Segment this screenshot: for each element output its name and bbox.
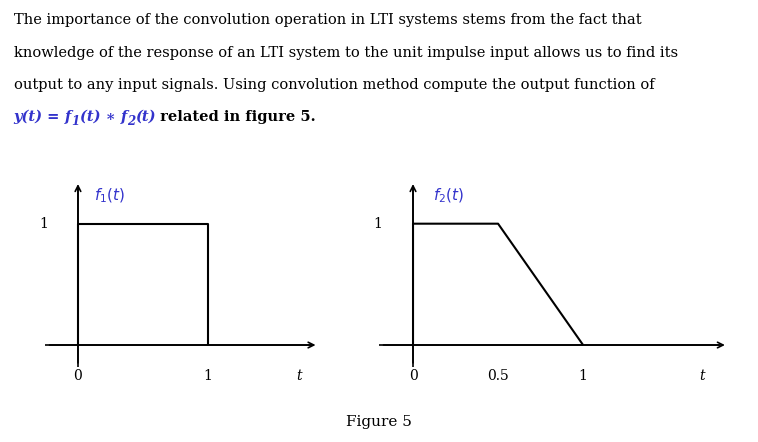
Text: $f_1(t)$: $f_1(t)$ bbox=[93, 186, 124, 205]
Text: 1: 1 bbox=[39, 217, 48, 231]
Text: y(t) =: y(t) = bbox=[14, 110, 65, 125]
Text: output to any input signals. Using convolution method compute the output functio: output to any input signals. Using convo… bbox=[14, 78, 654, 92]
Text: t: t bbox=[296, 369, 302, 383]
Text: related in figure 5.: related in figure 5. bbox=[155, 110, 316, 124]
Text: (t) ∗: (t) ∗ bbox=[80, 110, 121, 124]
Text: Figure 5: Figure 5 bbox=[346, 415, 412, 429]
Text: (t): (t) bbox=[135, 110, 155, 124]
Text: f: f bbox=[65, 110, 71, 124]
Text: 1: 1 bbox=[374, 217, 382, 231]
Text: 1: 1 bbox=[203, 369, 212, 383]
Text: knowledge of the response of an LTI system to the unit impulse input allows us t: knowledge of the response of an LTI syst… bbox=[14, 46, 678, 60]
Text: 1: 1 bbox=[71, 115, 80, 128]
Text: $f_2(t)$: $f_2(t)$ bbox=[434, 186, 465, 205]
Text: 0: 0 bbox=[409, 369, 418, 383]
Text: f: f bbox=[121, 110, 127, 124]
Text: 0.5: 0.5 bbox=[487, 369, 509, 383]
Text: The importance of the convolution operation in LTI systems stems from the fact t: The importance of the convolution operat… bbox=[14, 13, 641, 27]
Text: 1: 1 bbox=[578, 369, 587, 383]
Text: 2: 2 bbox=[127, 115, 135, 128]
Text: 0: 0 bbox=[74, 369, 83, 383]
Text: t: t bbox=[700, 369, 705, 383]
